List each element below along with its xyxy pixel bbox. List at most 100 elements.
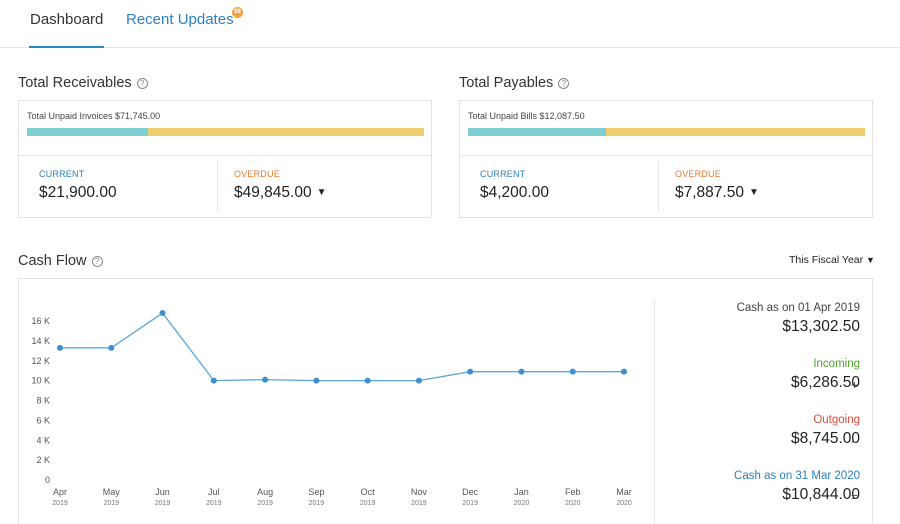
receivables-current-value: $21,900.00: [39, 184, 117, 201]
receivables-current-fill: [27, 128, 149, 136]
active-tab-indicator: [29, 46, 104, 48]
x-tick-year-label: 2019: [411, 500, 427, 507]
payables-progress-bar: [468, 128, 865, 136]
x-tick-year-label: 2020: [565, 500, 581, 507]
x-tick-label: Jul: [208, 487, 220, 497]
payables-current-value: $4,200.00: [480, 184, 549, 201]
x-tick-year-label: 2019: [257, 500, 273, 507]
equals-operator: =: [851, 490, 859, 504]
x-tick-label: Jun: [155, 487, 170, 497]
period-selector-label: This Fiscal Year: [789, 254, 864, 266]
total-unpaid-bills: Total Unpaid Bills $12,087.50: [468, 111, 585, 121]
outgoing-value: $8,745.00: [791, 430, 860, 447]
x-tick-label: Apr: [53, 487, 67, 497]
x-tick-label: Oct: [361, 487, 376, 497]
card-divider-vertical: [658, 161, 659, 211]
data-point: [364, 377, 371, 384]
receivables-overdue-dropdown[interactable]: $49,845.00 ▼: [234, 184, 326, 202]
y-tick-label: 16 K: [31, 316, 50, 326]
x-tick-label: Jan: [514, 487, 529, 497]
x-tick-label: Mar: [616, 487, 632, 497]
data-point: [108, 344, 115, 351]
data-point: [569, 368, 576, 375]
opening-balance-value: $13,302.50: [782, 318, 860, 335]
caret-down-icon: ▼: [316, 187, 327, 198]
incoming: Incoming $6,286.50: [791, 358, 860, 392]
x-tick-year-label: 2019: [155, 500, 171, 507]
x-tick-year-label: 2019: [462, 500, 478, 507]
payables-overdue-dropdown[interactable]: $7,887.50 ▼: [675, 184, 759, 202]
payables-title: Total Payables?: [459, 75, 570, 91]
outgoing: Outgoing $8,745.00: [791, 414, 860, 448]
x-tick-label: Feb: [565, 487, 581, 497]
opening-balance-label: Cash as on 01 Apr 2019: [736, 302, 860, 314]
x-tick-year-label: 2019: [309, 500, 325, 507]
data-point: [159, 310, 166, 317]
incoming-label: Incoming: [813, 358, 860, 370]
minus-operator: -: [851, 434, 855, 448]
tab-dashboard[interactable]: Dashboard: [30, 11, 104, 28]
y-tick-label: 2 K: [36, 455, 50, 465]
tab-recent-updates[interactable]: Recent Updates: [126, 11, 234, 28]
total-unpaid-invoices: Total Unpaid Invoices $71,745.00: [27, 111, 161, 121]
closing-balance-label: Cash as on 31 Mar 2020: [734, 470, 860, 482]
y-tick-label: 0: [45, 475, 50, 485]
x-tick-year-label: 2019: [360, 500, 376, 507]
receivables-card: Total Unpaid Invoices $71,745.00 CURRENT…: [18, 100, 432, 218]
receivables-current-label: CURRENT: [39, 169, 85, 179]
y-tick-label: 12 K: [31, 356, 50, 366]
period-selector[interactable]: This Fiscal Year ▼: [789, 254, 875, 266]
card-divider: [19, 155, 431, 156]
payables-current-label: CURRENT: [480, 169, 526, 179]
receivables-title-text: Total Receivables: [18, 75, 132, 91]
x-tick-year-label: 2020: [616, 500, 632, 507]
incoming-value: $6,286.50: [791, 374, 860, 391]
payables-title-text: Total Payables: [459, 75, 554, 91]
cashflow-card: [18, 278, 873, 524]
payables-card: Total Unpaid Bills $12,087.50 CURRENT $4…: [459, 100, 873, 218]
x-tick-label: Sep: [308, 487, 324, 497]
card-divider: [460, 155, 872, 156]
receivables-progress-bar: [27, 128, 424, 136]
help-icon[interactable]: ?: [91, 256, 103, 267]
receivables-overdue-label: OVERDUE: [234, 169, 280, 179]
data-point: [621, 368, 627, 375]
y-tick-label: 6 K: [36, 415, 50, 425]
y-tick-label: 10 K: [31, 376, 50, 386]
x-tick-year-label: 2020: [514, 500, 530, 507]
updates-badge: 88: [232, 7, 243, 18]
cashflow-series-line: [60, 312, 624, 382]
plus-operator: +: [851, 378, 859, 392]
closing-balance-value: $10,844.00: [782, 486, 860, 503]
x-tick-label: Nov: [411, 487, 428, 497]
data-point: [210, 377, 217, 384]
payables-overdue-value: $7,887.50: [675, 184, 744, 201]
outgoing-label: Outgoing: [813, 414, 860, 426]
help-icon[interactable]: ?: [558, 78, 570, 89]
cashflow-divider: [654, 299, 655, 524]
data-point: [518, 368, 525, 375]
x-tick-year-label: 2019: [103, 500, 119, 507]
y-tick-label: 14 K: [31, 336, 50, 346]
x-tick-year-label: 2019: [206, 500, 222, 507]
x-tick-label: Aug: [257, 487, 273, 497]
cashflow-title: Cash Flow?: [18, 253, 103, 269]
cashflow-title-text: Cash Flow: [18, 253, 87, 269]
data-point: [57, 344, 63, 351]
tab-bar: Dashboard Recent Updates 88: [0, 0, 900, 48]
x-tick-year-label: 2019: [52, 500, 68, 507]
payables-overdue-label: OVERDUE: [675, 169, 721, 179]
data-point: [313, 377, 320, 384]
y-tick-label: 8 K: [36, 396, 50, 406]
receivables-title: Total Receivables?: [18, 75, 148, 91]
opening-balance: Cash as on 01 Apr 2019 $13,302.50: [737, 302, 860, 336]
receivables-overdue-value: $49,845.00: [234, 184, 312, 201]
card-divider-vertical: [217, 161, 218, 211]
caret-down-icon: ▼: [748, 187, 759, 198]
x-tick-label: Dec: [462, 487, 479, 497]
x-tick-label: May: [103, 487, 121, 497]
y-tick-label: 4 K: [36, 435, 50, 445]
caret-down-icon: ▼: [866, 255, 875, 265]
closing-balance: Cash as on 31 Mar 2020 $10,844.00: [734, 470, 860, 504]
help-icon[interactable]: ?: [136, 78, 148, 89]
